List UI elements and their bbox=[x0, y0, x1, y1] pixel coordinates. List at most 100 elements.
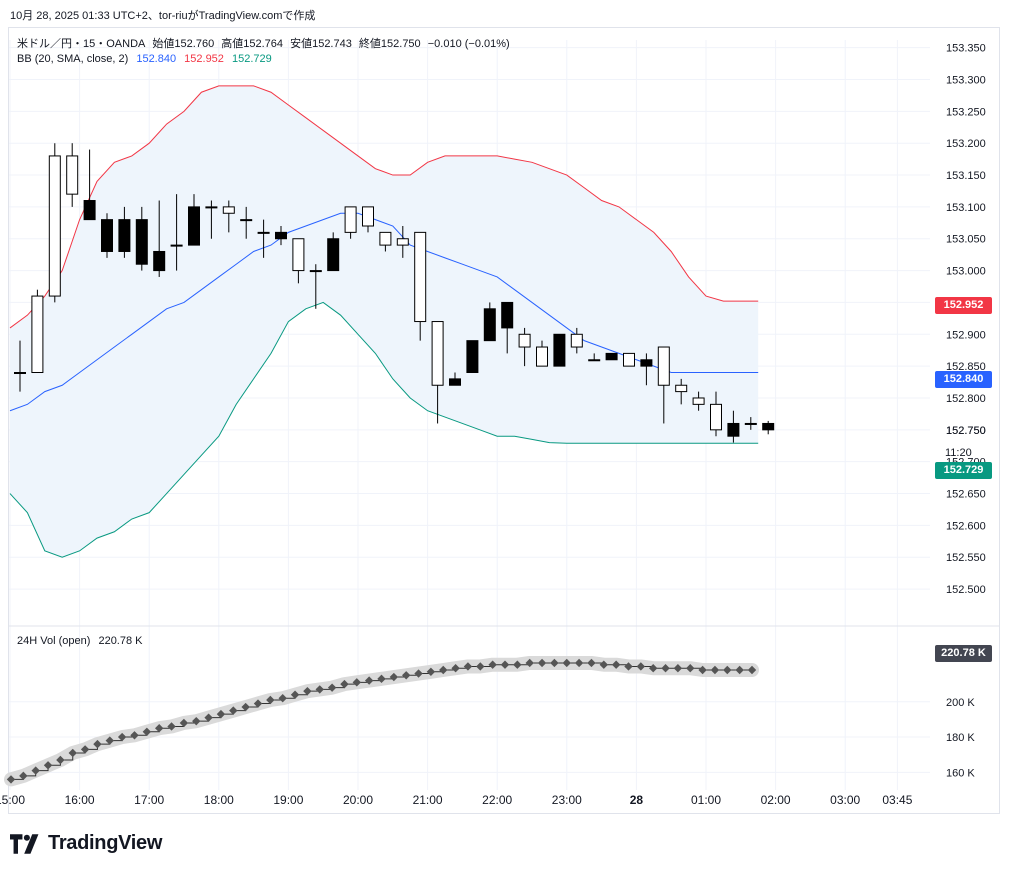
bar-countdown: 11:20 bbox=[945, 447, 972, 459]
candle-body bbox=[240, 219, 253, 222]
candle-body bbox=[31, 295, 44, 374]
volume-legend: 24H Vol (open) 220.78 K bbox=[17, 635, 148, 647]
volume-marker bbox=[192, 716, 201, 726]
volume-marker bbox=[611, 660, 621, 669]
upper-band-tag: 152.952 bbox=[935, 297, 992, 314]
price-tick-label: 152.650 bbox=[946, 489, 986, 501]
basis-tag: 152.840 bbox=[935, 371, 992, 388]
candle-body bbox=[83, 200, 96, 221]
price-tick-label: 153.100 bbox=[946, 202, 986, 214]
candle-body bbox=[570, 333, 583, 348]
candle-body bbox=[153, 250, 166, 272]
candle-body bbox=[48, 155, 61, 297]
candle-body bbox=[379, 231, 392, 246]
volume-marker bbox=[315, 685, 324, 694]
volume-marker bbox=[253, 699, 263, 708]
candle-body bbox=[553, 333, 566, 367]
time-tick-label: 22:00 bbox=[482, 793, 512, 807]
volume-marker bbox=[155, 724, 164, 733]
candle-body bbox=[692, 397, 705, 405]
bb-label[interactable]: BB (20, SMA, close, 2) bbox=[17, 53, 129, 65]
price-tick-label: 153.350 bbox=[946, 43, 986, 55]
volume-marker bbox=[105, 736, 114, 745]
bb-upper-line bbox=[9, 85, 759, 329]
candle-body bbox=[414, 231, 427, 323]
price-tick-label: 153.250 bbox=[946, 106, 986, 118]
symbol-label[interactable]: 米ドル／円・15・OANDA bbox=[17, 38, 146, 50]
candle-body bbox=[518, 333, 531, 348]
volume-marker bbox=[130, 731, 139, 740]
volume-marker bbox=[6, 775, 16, 784]
volume-marker bbox=[636, 662, 646, 671]
candle-body bbox=[623, 352, 635, 367]
candle-body bbox=[14, 372, 26, 375]
candle-body bbox=[710, 403, 722, 431]
candle-body bbox=[362, 206, 374, 227]
volume-marker bbox=[488, 660, 497, 669]
bb-lower-value: 152.729 bbox=[231, 53, 272, 65]
candle-body bbox=[483, 308, 496, 342]
volume-marker bbox=[463, 662, 473, 671]
price-tick-label: 152.550 bbox=[946, 552, 986, 564]
volume-marker bbox=[216, 709, 226, 719]
price-tick-label: 152.850 bbox=[946, 361, 986, 373]
volume-marker bbox=[278, 694, 287, 703]
volume-marker bbox=[389, 672, 399, 682]
volume-marker bbox=[525, 658, 534, 668]
time-tick-label: 21:00 bbox=[413, 793, 443, 807]
candle-body bbox=[118, 219, 131, 252]
volume-marker bbox=[686, 664, 695, 673]
volume-marker bbox=[290, 690, 300, 699]
candle-body bbox=[675, 384, 688, 393]
volume-marker bbox=[266, 695, 275, 705]
time-tick-label: 20:00 bbox=[343, 793, 373, 807]
volume-marker bbox=[673, 664, 683, 673]
volume-marker bbox=[229, 706, 238, 715]
volume-marker bbox=[340, 679, 349, 689]
candle-body bbox=[588, 359, 601, 362]
volume-label[interactable]: 24H Vol (open) bbox=[17, 635, 91, 647]
candle-body bbox=[657, 346, 670, 386]
time-tick-label: 23:00 bbox=[552, 793, 582, 807]
bb-lower-line bbox=[9, 301, 759, 558]
chart-caption: 10月 28, 2025 01:33 UTC+2、tor-riuがTrading… bbox=[10, 10, 316, 22]
volume-marker bbox=[68, 748, 77, 758]
volume-marker bbox=[402, 671, 411, 680]
time-tick-label: 01:00 bbox=[691, 793, 721, 807]
price-tick-label: 153.150 bbox=[946, 170, 986, 182]
volume-marker bbox=[599, 660, 608, 669]
price-tick-label: 153.200 bbox=[946, 138, 986, 150]
volume-marker bbox=[364, 676, 374, 685]
bb-upper-value: 152.952 bbox=[184, 53, 224, 65]
candle-body bbox=[501, 301, 514, 329]
bb-legend: BB (20, SMA, close, 2) 152.840 152.952 1… bbox=[17, 53, 277, 65]
open-value: 始値152.760 bbox=[152, 38, 215, 50]
candle-body bbox=[727, 422, 740, 437]
volume-marker bbox=[414, 669, 423, 678]
candle-body bbox=[275, 231, 287, 240]
volume-marker bbox=[56, 755, 65, 765]
tradingview-logo[interactable]: TradingView bbox=[10, 832, 162, 855]
volume-marker bbox=[574, 658, 584, 668]
close-price-label: 152.750 bbox=[946, 425, 986, 437]
bb-basis-value: 152.840 bbox=[136, 53, 177, 65]
volume-marker bbox=[31, 766, 40, 775]
volume-tick-label: 180 K bbox=[946, 732, 975, 744]
price-tick-label: 153.300 bbox=[946, 74, 986, 86]
volume-marker bbox=[710, 665, 720, 675]
volume-marker bbox=[204, 713, 213, 722]
price-tick-label: 153.050 bbox=[946, 234, 986, 246]
volume-tick-label: 200 K bbox=[946, 697, 975, 709]
time-tick-label: 03:45 bbox=[882, 793, 912, 807]
low-value: 安値152.743 bbox=[290, 38, 352, 50]
chart-frame bbox=[8, 27, 1000, 814]
time-tick-label: 18:00 bbox=[204, 793, 234, 807]
candle-body bbox=[327, 238, 340, 272]
price-tick-label: 152.800 bbox=[946, 393, 986, 405]
close-value: 終値152.750 bbox=[358, 38, 421, 50]
time-tick-label: 17:00 bbox=[134, 793, 164, 807]
change-value: −0.010 (−0.01%) bbox=[427, 38, 510, 50]
volume-tick-label: 160 K bbox=[946, 767, 975, 779]
candle-body bbox=[222, 206, 235, 214]
